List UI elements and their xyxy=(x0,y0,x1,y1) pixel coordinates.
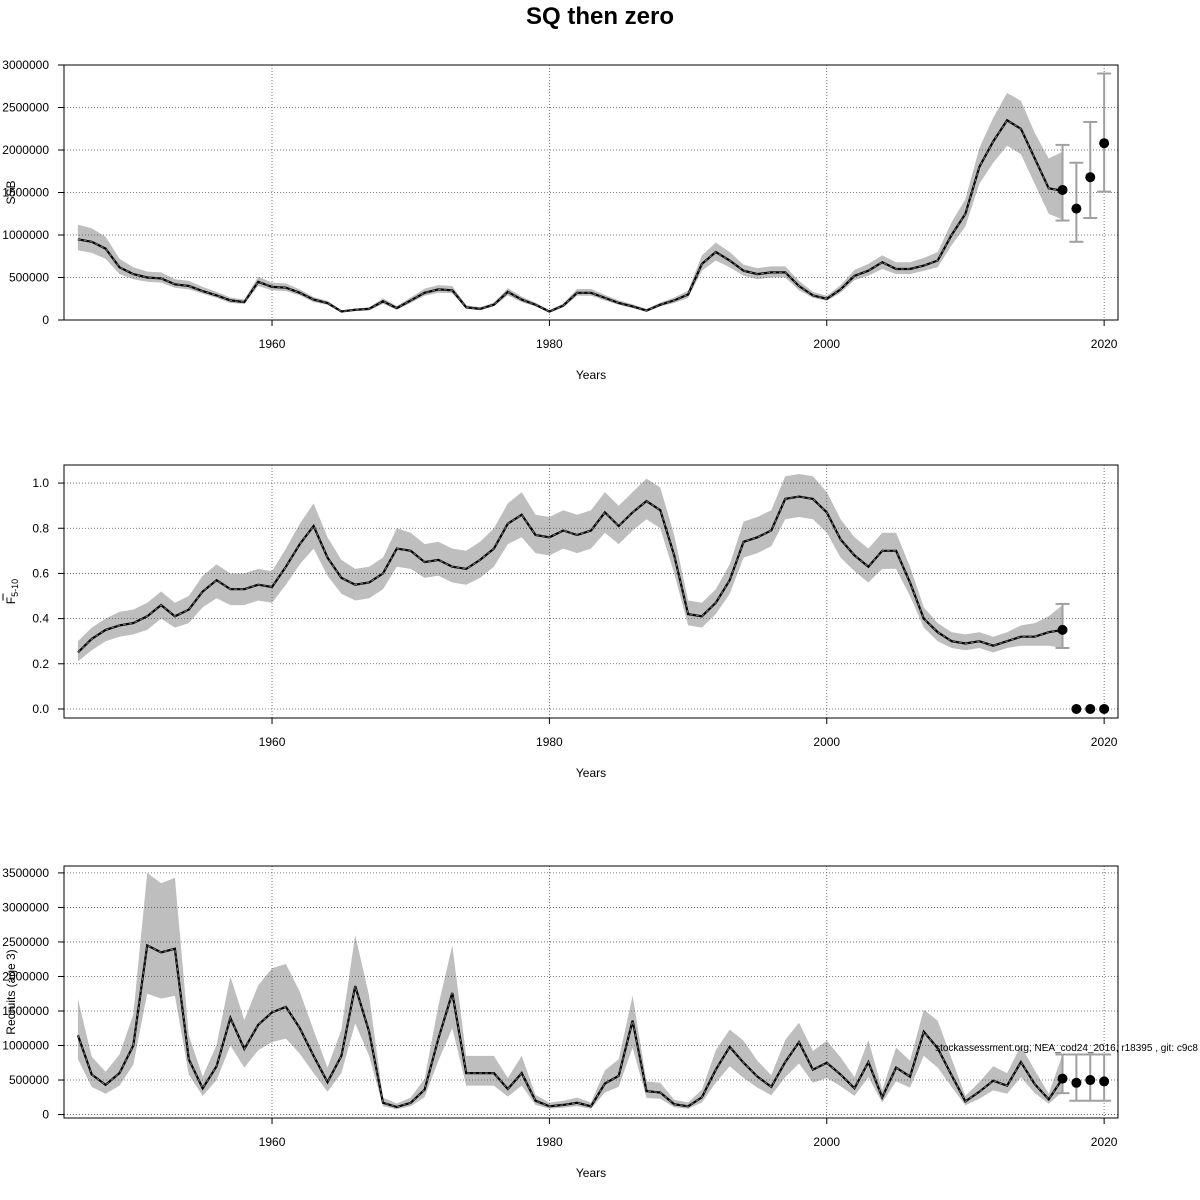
x-tick-label: 2000 xyxy=(813,337,840,351)
confidence-band xyxy=(77,474,1063,662)
forecast-point xyxy=(1099,138,1110,149)
plot-frame xyxy=(63,865,1119,1119)
footnote: stockassessment.org, NEA_cod24_2016, r18… xyxy=(935,1043,1198,1054)
y-tick-label: 500000 xyxy=(9,271,49,285)
y-tick-label: 0.2 xyxy=(32,657,49,671)
confidence-band xyxy=(77,872,1063,1110)
forecast-errorbar xyxy=(1097,72,1112,193)
confidence-band xyxy=(77,93,1063,313)
forecast-point xyxy=(1057,624,1068,635)
x-axis-label: Years xyxy=(576,1166,606,1180)
y-tick-label: 1500000 xyxy=(2,186,49,200)
y-tick-label: 1000000 xyxy=(2,1039,49,1053)
y-axis-label: SSB xyxy=(4,180,18,204)
forecast-errorbar xyxy=(1069,1053,1084,1102)
panels: 1960 1980 2000 2020 0 500000 1000000 1500000 200… xyxy=(2,58,1119,1180)
forecast-point xyxy=(1071,203,1082,214)
x-tick-label: 1980 xyxy=(536,337,563,351)
panel-3: 1960 1980 2000 2020 0 500000 1000000 1500000 200… xyxy=(2,865,1119,1180)
chart-title: SQ then zero xyxy=(526,3,674,30)
forecast-errorbar xyxy=(1069,161,1084,243)
x-tick-label: 2000 xyxy=(813,735,840,749)
y-tick-label: 3000000 xyxy=(2,900,49,914)
x-tick-label: 1980 xyxy=(536,735,563,749)
x-tick-label: 2020 xyxy=(1091,1135,1118,1149)
y-tick-label: 0.8 xyxy=(32,521,49,535)
y-tick-label: 2000000 xyxy=(2,969,49,983)
forecast-point xyxy=(1057,1073,1068,1084)
panel-2: 1960 1980 2000 2020 0.0 0.2 0.4 0.6 0.8 1.0 Years F… xyxy=(2,464,1119,780)
x-tick-label: 1960 xyxy=(259,337,286,351)
estimate-line-dashes xyxy=(77,944,1063,1108)
y-axis-label: F5-10 xyxy=(4,579,20,604)
panel-1: 1960 1980 2000 2020 0 500000 1000000 1500000 200… xyxy=(2,58,1119,382)
estimate-line-dashes xyxy=(77,496,1063,653)
estimate-line xyxy=(77,118,1063,313)
x-tick-label: 1960 xyxy=(259,735,286,749)
x-tick-label: 1980 xyxy=(536,1135,563,1149)
y-tick-label: 0 xyxy=(42,1108,49,1122)
y-tick-label: 0.6 xyxy=(32,566,49,580)
plot-frame xyxy=(63,464,1119,719)
x-axis-label: Years xyxy=(576,766,606,780)
y-axis-label: Recruits (age 3) xyxy=(4,949,18,1034)
y-tick-label: 3500000 xyxy=(2,866,49,880)
y-tick-label: 0 xyxy=(42,313,49,327)
estimate-line-dashes xyxy=(77,119,1063,313)
y-tick-label: 1500000 xyxy=(2,1004,49,1018)
x-tick-label: 2000 xyxy=(813,1135,840,1149)
y-tick-label: 3000000 xyxy=(2,58,49,72)
forecast-point xyxy=(1085,1075,1096,1086)
forecast-errorbar xyxy=(1083,120,1098,219)
forecast-point xyxy=(1099,1076,1110,1087)
y-tick-label: 2000000 xyxy=(2,143,49,157)
forecast-point xyxy=(1071,703,1082,714)
y-tick-label: 2500000 xyxy=(2,101,49,115)
y-tick-label: 0.4 xyxy=(32,612,49,626)
x-tick-label: 2020 xyxy=(1091,735,1118,749)
x-tick-label: 2020 xyxy=(1091,337,1118,351)
y-axis-label-subscript: 5-10 xyxy=(10,579,20,597)
forecast-point xyxy=(1071,1077,1082,1088)
x-axis-label: Years xyxy=(576,368,606,382)
forecast-point xyxy=(1099,703,1110,714)
forecast-errorbar xyxy=(1055,143,1070,222)
forecast-point xyxy=(1085,703,1096,714)
forecast-point xyxy=(1057,184,1068,195)
y-tick-label: 1.0 xyxy=(32,476,49,490)
y-tick-label: 1000000 xyxy=(2,228,49,242)
y-tick-label: 2500000 xyxy=(2,935,49,949)
y-tick-label: 0.0 xyxy=(32,702,49,716)
forecast-point xyxy=(1085,172,1096,183)
y-tick-label: 500000 xyxy=(9,1073,49,1087)
x-tick-label: 1960 xyxy=(259,1135,286,1149)
plot-frame xyxy=(63,64,1119,321)
